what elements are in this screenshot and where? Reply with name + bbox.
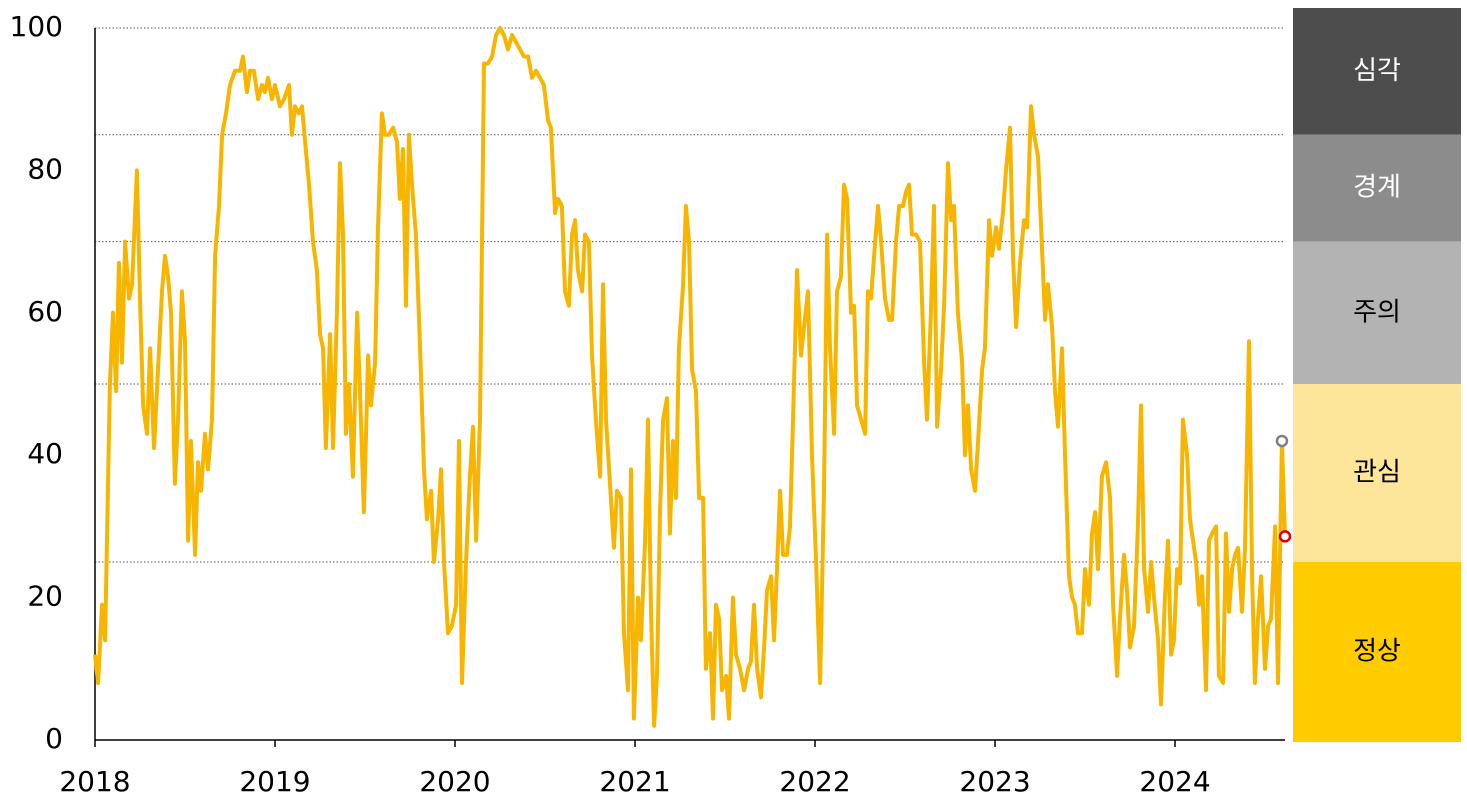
band-label: 경계 xyxy=(1353,173,1401,203)
end-marker xyxy=(1275,434,1289,448)
band-label: 심각 xyxy=(1353,56,1401,86)
band xyxy=(1293,134,1461,242)
band-label: 정상 xyxy=(1353,637,1401,667)
band xyxy=(1293,384,1461,562)
line xyxy=(93,26,1287,728)
x-tick-label: 2020 xyxy=(419,765,490,798)
y-tick-label: 80 xyxy=(27,152,63,185)
x-tick-label: 2023 xyxy=(959,765,1030,798)
y-tick-label: 100 xyxy=(10,10,63,43)
band xyxy=(1293,562,1461,742)
x-tick-label: 2018 xyxy=(59,765,130,798)
band-label: 주의 xyxy=(1353,297,1401,327)
band-label: 관심 xyxy=(1353,458,1401,488)
band xyxy=(1293,8,1461,135)
x-tick-label: 2024 xyxy=(1139,765,1210,798)
y-tick-label: 40 xyxy=(27,437,63,470)
x-tick-label: 2022 xyxy=(779,765,850,798)
end-marker xyxy=(1278,530,1292,543)
y-tick-label: 60 xyxy=(27,295,63,328)
y-tick-label: 20 xyxy=(27,580,63,613)
x-tick-label: 2021 xyxy=(599,765,670,798)
x-tick-label: 2019 xyxy=(239,765,310,798)
band xyxy=(1293,241,1461,384)
y-tick-label: 0 xyxy=(45,722,63,755)
